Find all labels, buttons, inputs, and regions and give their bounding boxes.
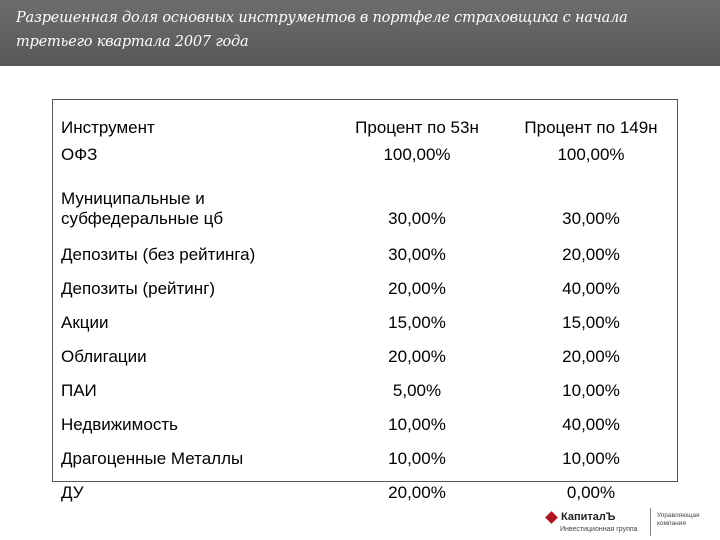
instruments-table: Инструмент Процент по 53н Процент по 149… [53,111,677,506]
percent-53n: 100,00% [383,145,451,164]
percent-53n: 20,00% [388,483,446,502]
percent-149n: 15,00% [562,313,620,332]
percent-149n: 30,00% [562,209,620,228]
title-bar: Разрешенная доля основных инструментов в… [0,0,720,66]
percent-149n: 10,00% [562,381,620,400]
percent-53n: 15,00% [388,313,446,332]
instrument-name: Депозиты (рейтинг) [61,279,216,298]
table-header-row: Инструмент Процент по 53н Процент по 149… [53,111,677,145]
table-row: Депозиты (рейтинг) 20,00% 40,00% [53,268,677,302]
instrument-name: ПАИ [61,381,97,400]
slide-title: Разрешенная доля основных инструментов в… [16,10,628,50]
percent-149n: 10,00% [562,449,620,468]
percent-149n: 0,00% [566,483,616,502]
footer-right-line: компания [657,520,686,527]
table-row: ОФЗ 100,00% 100,00% [53,145,677,171]
percent-53n: 5,00% [392,381,442,400]
logo-text: КапиталЪ [561,511,616,523]
logo-mark-icon [545,510,558,524]
instrument-name: Драгоценные Металлы [61,449,244,468]
table-row: Драгоценные Металлы 10,00% 10,00% [53,438,677,472]
instrument-name: ОФЗ [61,145,98,164]
table-row: Облигации 20,00% 20,00% [53,336,677,370]
instrument-name: Акции [61,313,109,332]
table-row: Муниципальные и субфедеральные цб 30,00%… [53,171,677,234]
instrument-name: ДУ [61,483,84,502]
instrument-name: Недвижимость [61,415,178,434]
percent-53n: 20,00% [388,279,446,298]
header-percent-53n: Процент по 53н [355,118,479,137]
percent-53n: 10,00% [388,449,446,468]
table-row: Депозиты (без рейтинга) 30,00% 20,00% [53,234,677,268]
table-row: Недвижимость 10,00% 40,00% [53,404,677,438]
percent-149n: 40,00% [562,415,620,434]
table-row: Акции 15,00% 15,00% [53,302,677,336]
header-percent-149n: Процент по 149н [524,118,658,137]
header-instrument: Инструмент [61,118,155,137]
footer-divider [650,508,651,536]
percent-53n: 20,00% [388,347,446,366]
percent-53n: 30,00% [388,245,446,264]
company-logo: КапиталЪ [545,510,616,524]
percent-149n: 40,00% [562,279,620,298]
instrument-name: Облигации [61,347,147,366]
table-row: ПАИ 5,00% 10,00% [53,370,677,404]
logo-subtitle: Инвестиционная группа [560,526,638,533]
instrument-name: Депозиты (без рейтинга) [61,245,256,264]
footer-right-line: Управляющая [657,512,700,519]
percent-53n: 10,00% [388,415,446,434]
percent-149n: 20,00% [562,245,620,264]
table-frame [52,99,678,482]
footer-company-type: Управляющая компания [657,512,700,528]
instrument-name: Муниципальные и субфедеральные цб [61,189,224,228]
percent-149n: 20,00% [562,347,620,366]
table-row: ДУ 20,00% 0,00% [53,472,677,506]
percent-53n: 30,00% [388,209,446,228]
percent-149n: 100,00% [557,145,625,164]
